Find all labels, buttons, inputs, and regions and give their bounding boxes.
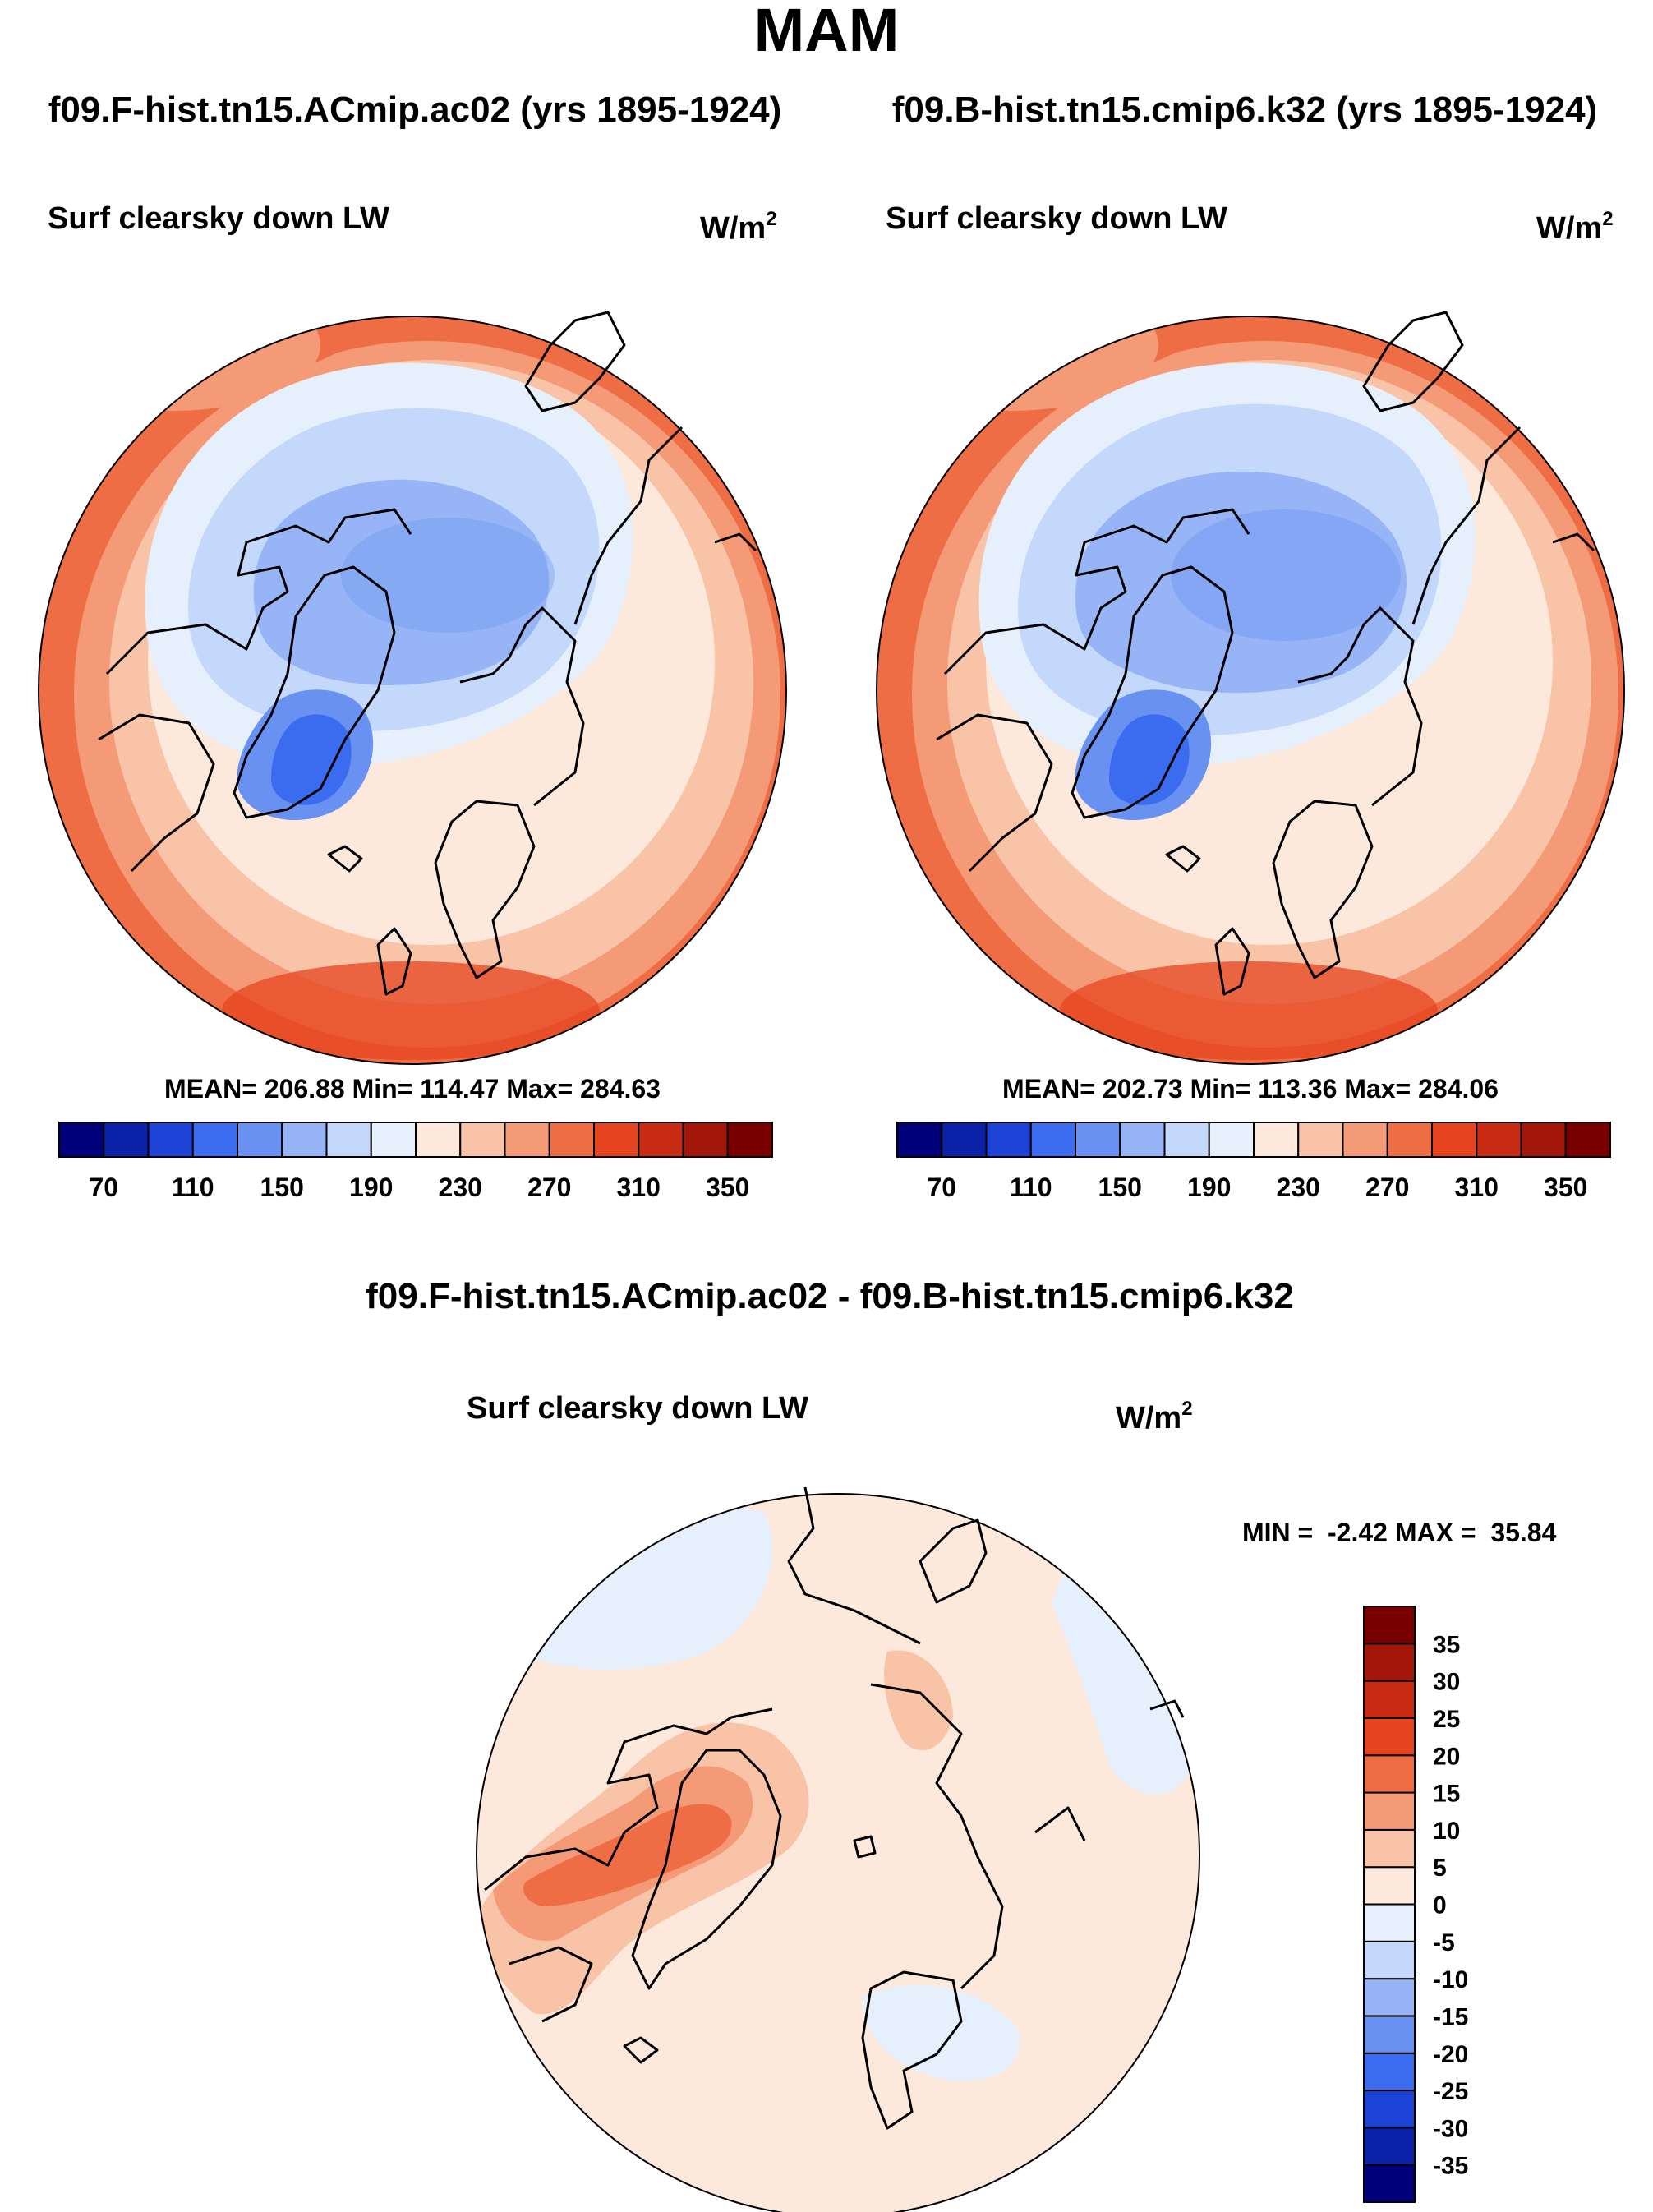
colorbar-swatch [1163,1122,1210,1158]
colorbar-swatch [1363,1717,1416,1757]
colorbar-tick-label: -35 [1433,2153,1468,2180]
colorbar-swatch [548,1122,595,1158]
colorbar-swatch [1363,2090,1416,2129]
colorbar-swatch [1363,1866,1416,1906]
colorbar-tick-label: 70 [89,1173,118,1202]
map-panel-b [876,311,1625,1065]
colorbar-tick-label: 110 [172,1173,214,1202]
colorbar-tick-label: 310 [1455,1173,1499,1202]
colorbar-tick-label: 190 [349,1173,393,1202]
colorbar-tick-label: -20 [1433,2041,1468,2068]
colorbar-tick-label: 190 [1187,1173,1231,1202]
colorbar-swatch [1253,1122,1300,1158]
colorbar-tick-label: 30 [1433,1669,1460,1696]
colorbar-swatch [1431,1122,1478,1158]
colorbar-swatch [593,1122,640,1158]
colorbar-swatch [1476,1122,1522,1158]
colorbar-swatch [1342,1122,1388,1158]
colorbar-swatch [1029,1122,1076,1158]
colorbar-panel-b: 70 110 150 190 230 270 310 350 [896,1122,1611,1202]
colorbar-swatch [896,1122,943,1158]
colorbar-tick-label: 10 [1433,1818,1460,1845]
colorbar-tick-label: 150 [1098,1173,1142,1202]
panel-b-case-title: f09.B-hist.tn15.cmip6.k32 (yrs 1895-1924… [892,90,1597,130]
colorbar-swatch [1363,1643,1416,1682]
panel-a-case-title: f09.F-hist.tn15.ACmip.ac02 (yrs 1895-192… [48,90,782,130]
difference-title: f09.F-hist.tn15.ACmip.ac02 - f09.B-hist.… [366,1276,1294,1316]
colorbar-tick-label: 70 [927,1173,956,1202]
colorbar-tick-label: 35 [1433,1631,1460,1658]
colorbar-swatch [1363,1903,1416,1942]
colorbar-tick-label: 0 [1433,1892,1447,1919]
panel-a-units: W/m2 [700,208,777,246]
season-title: MAM [754,0,900,64]
colorbar-tick-label: -15 [1433,2003,1468,2030]
colorbar-tick-label: -10 [1433,1966,1468,1993]
colorbar-swatch [1363,1791,1416,1831]
colorbar-swatch [985,1122,1032,1158]
colorbar-swatch [103,1122,150,1158]
panel-b-stats: MEAN= 202.73 Min= 113.36 Max= 284.06 [1002,1074,1499,1104]
colorbar-swatch [58,1122,105,1158]
colorbar-swatch [1208,1122,1255,1158]
colorbar-tick-label: 15 [1433,1781,1460,1808]
colorbar-panel-c: -35 -30 -25 -20 -15 -10 -5 0 5 10 15 20 25 30 35 [1363,1606,1468,2203]
colorbar-swatch [325,1122,372,1158]
colorbar-swatch [1363,1828,1416,1869]
colorbar-tick-label: 230 [1277,1173,1320,1202]
panel-c-units: W/m2 [1116,1398,1193,1435]
colorbar-swatch [1119,1122,1166,1158]
colorbar-swatch [682,1122,729,1158]
colorbar-swatch [1363,1680,1416,1719]
colorbar-tick-label: 150 [260,1173,304,1202]
panel-a-variable: Surf clearsky down LW [48,201,389,236]
colorbar-swatch [1564,1122,1611,1158]
panel-a-stats: MEAN= 206.88 Min= 114.47 Max= 284.63 [164,1074,661,1104]
map-panel-c [476,1486,1200,2212]
colorbar-swatch [370,1122,417,1158]
colorbar-tick-label: 110 [1010,1173,1052,1202]
colorbar-swatch [638,1122,684,1158]
colorbar-swatch [1363,2052,1416,2092]
colorbar-swatch [191,1122,238,1158]
colorbar-panel-a: 70 110 150 190 230 270 310 350 [58,1122,773,1202]
colorbar-tick-label: 230 [439,1173,482,1202]
colorbar-swatch [1363,1940,1416,1980]
colorbar-swatch [1363,2015,1416,2054]
colorbar-swatch [281,1122,328,1158]
colorbar-swatch [941,1122,988,1158]
panel-b-variable: Surf clearsky down LW [886,201,1227,236]
colorbar-tick-label: -30 [1433,2115,1468,2142]
colorbar-swatch [1297,1122,1344,1158]
colorbar-swatch [1363,1978,1416,2017]
map-panel-a [38,311,787,1065]
colorbar-swatch [147,1122,194,1158]
colorbar-swatch [415,1122,462,1158]
colorbar-tick-label: -5 [1433,1929,1455,1956]
colorbar-tick-label: 25 [1433,1706,1460,1733]
colorbar-swatch [1075,1122,1121,1158]
panel-b-units: W/m2 [1536,208,1614,246]
colorbar-tick-label: 5 [1433,1855,1447,1882]
colorbar-swatch [459,1122,506,1158]
colorbar-tick-label: 270 [1365,1173,1409,1202]
colorbar-swatch [504,1122,550,1158]
colorbar-tick-label: 350 [706,1173,749,1202]
colorbar-swatch [1363,2127,1416,2166]
colorbar-tick-label: 310 [617,1173,661,1202]
colorbar-swatch [726,1122,773,1158]
colorbar-tick-label: 20 [1433,1743,1460,1770]
colorbar-tick-label: -25 [1433,2078,1468,2105]
colorbar-swatch [1520,1122,1567,1158]
panel-c-stats: MIN = -2.42 MAX = 35.84 [1242,1518,1557,1547]
colorbar-swatch [1363,1754,1416,1794]
colorbar-swatch [1363,2164,1416,2203]
colorbar-swatch [237,1122,283,1158]
colorbar-swatch [1386,1122,1433,1158]
colorbar-tick-label: 350 [1544,1173,1587,1202]
colorbar-swatch [1363,1606,1416,1645]
colorbar-tick-label: 270 [527,1173,571,1202]
panel-c-variable: Surf clearsky down LW [467,1391,808,1426]
